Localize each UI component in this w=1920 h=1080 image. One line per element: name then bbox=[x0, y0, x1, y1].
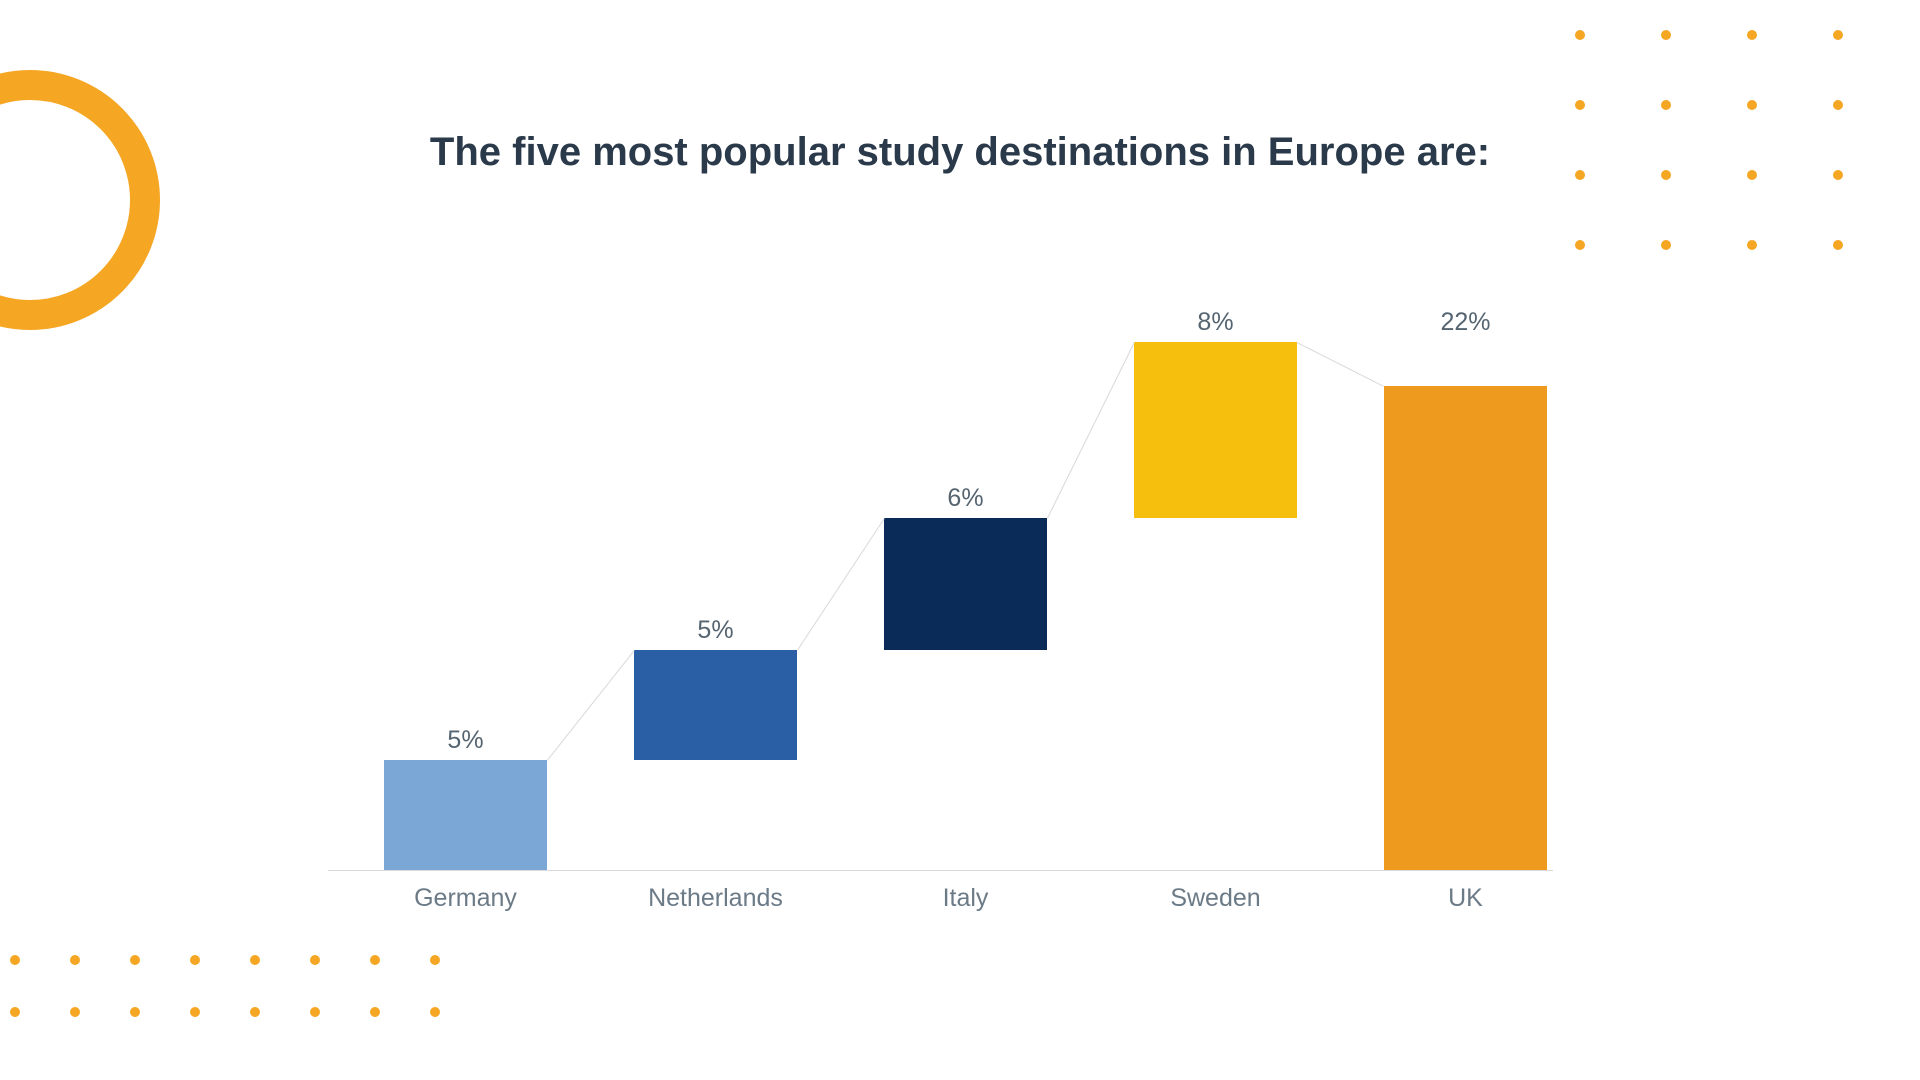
decorative-dot bbox=[1833, 30, 1843, 40]
decorative-dot bbox=[190, 1007, 200, 1017]
bar-uk bbox=[1384, 386, 1547, 870]
decorative-dot bbox=[250, 955, 260, 965]
bar-italy bbox=[884, 518, 1047, 650]
decorative-dot bbox=[430, 1007, 440, 1017]
dot-grid-top-right bbox=[1575, 30, 1843, 250]
decorative-dot bbox=[1747, 100, 1757, 110]
category-label: Germany bbox=[414, 884, 517, 913]
decorative-dot bbox=[1747, 170, 1757, 180]
decorative-dot bbox=[310, 1007, 320, 1017]
decorative-dot bbox=[1575, 240, 1585, 250]
decorative-dot bbox=[1661, 170, 1671, 180]
decorative-dot bbox=[130, 1007, 140, 1017]
decorative-dot bbox=[1661, 30, 1671, 40]
decorative-dot bbox=[1661, 240, 1671, 250]
decorative-dot bbox=[1575, 170, 1585, 180]
decorative-dot bbox=[1575, 30, 1585, 40]
decorative-dot bbox=[370, 1007, 380, 1017]
decorative-dot bbox=[70, 955, 80, 965]
value-label: 5% bbox=[697, 616, 733, 645]
decorative-dot bbox=[130, 955, 140, 965]
bar-netherlands bbox=[634, 650, 797, 760]
decorative-dot bbox=[430, 955, 440, 965]
bar-germany bbox=[384, 760, 547, 870]
value-label: 5% bbox=[447, 726, 483, 755]
connector-line bbox=[547, 650, 635, 761]
value-label: 8% bbox=[1197, 308, 1233, 337]
connector-line bbox=[797, 518, 885, 651]
decorative-dot bbox=[1575, 100, 1585, 110]
decorative-dot bbox=[310, 955, 320, 965]
value-label: 22% bbox=[1440, 308, 1490, 337]
decorative-dot bbox=[370, 955, 380, 965]
category-label: Italy bbox=[943, 884, 989, 913]
bar-sweden bbox=[1134, 342, 1297, 518]
chart-baseline bbox=[328, 870, 1553, 871]
decorative-dot bbox=[1833, 170, 1843, 180]
decorative-dot bbox=[70, 1007, 80, 1017]
category-label: Sweden bbox=[1170, 884, 1260, 913]
connector-line bbox=[1297, 342, 1384, 387]
decorative-dot bbox=[1833, 100, 1843, 110]
dot-grid-bottom-left bbox=[10, 955, 440, 1017]
decorative-dot bbox=[10, 1007, 20, 1017]
decorative-dot bbox=[1747, 30, 1757, 40]
category-label: UK bbox=[1448, 884, 1483, 913]
decorative-dot bbox=[1833, 240, 1843, 250]
decorative-dot bbox=[190, 955, 200, 965]
decorative-dot bbox=[1747, 240, 1757, 250]
value-label: 6% bbox=[947, 484, 983, 513]
waterfall-chart: 5%Germany5%Netherlands6%Italy8%Sweden22%… bbox=[328, 315, 1553, 870]
decorative-ring bbox=[0, 70, 160, 330]
decorative-dot bbox=[10, 955, 20, 965]
category-label: Netherlands bbox=[648, 884, 783, 913]
decorative-dot bbox=[250, 1007, 260, 1017]
decorative-dot bbox=[1661, 100, 1671, 110]
connector-line bbox=[1047, 342, 1135, 518]
